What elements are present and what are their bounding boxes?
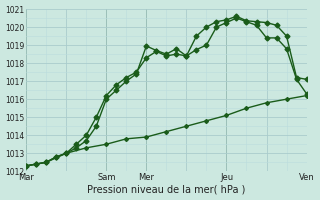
X-axis label: Pression niveau de la mer( hPa ): Pression niveau de la mer( hPa ) bbox=[87, 184, 245, 194]
